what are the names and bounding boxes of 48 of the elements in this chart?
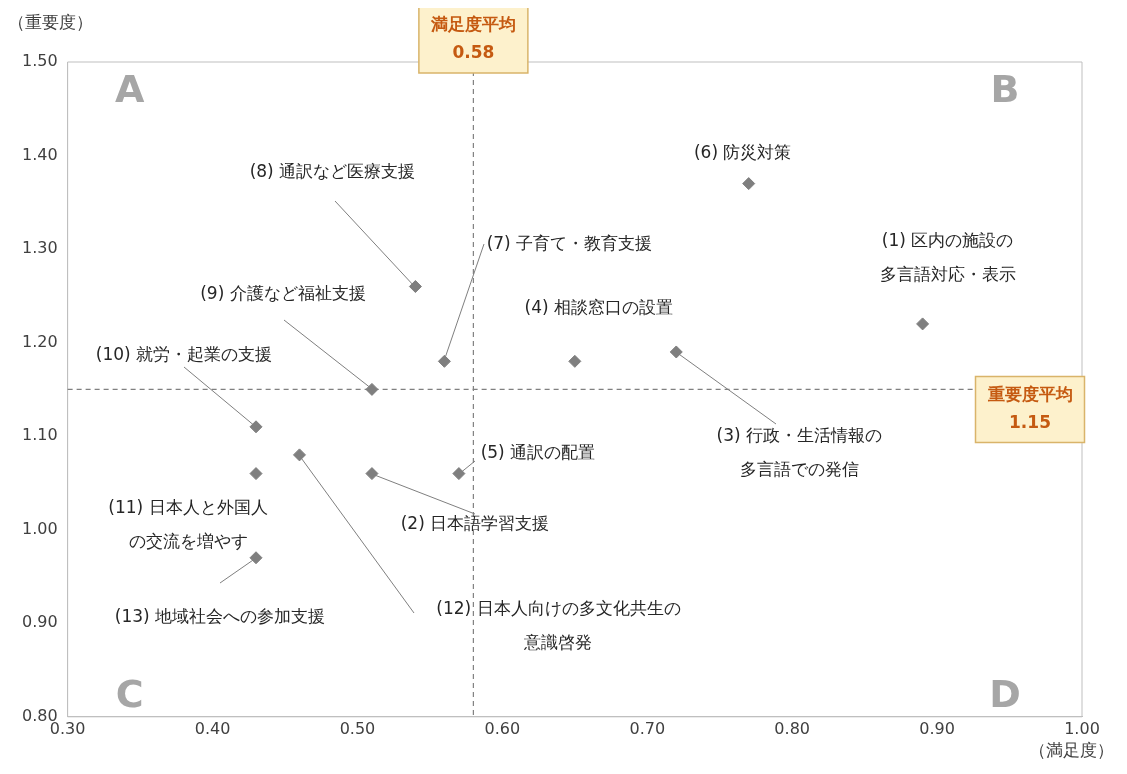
y-tick-label: 1.30 (22, 238, 58, 258)
x-tick-label: 0.40 (194, 718, 231, 738)
annotation: (4) 相談窓口の設置 (524, 296, 674, 317)
annotation: (3) 行政・生活情報の多言語での発信 (716, 425, 882, 480)
point (249, 467, 263, 481)
annotation: (2) 日本語学習支援 (400, 513, 550, 534)
annotation: (5) 通訳の配置 (480, 442, 596, 463)
x-tick-label: 0.50 (339, 718, 376, 738)
annotation: (7) 子育て・教育支援 (486, 232, 653, 253)
y-tick-label: 1.00 (22, 518, 58, 538)
x-tick-label: 0.80 (774, 718, 810, 738)
point (568, 354, 582, 368)
annotation: (13) 地域社会への参加支援 (114, 606, 326, 627)
y-tick-label: 1.50 (22, 51, 58, 71)
y-tick-label: 0.90 (22, 612, 58, 632)
point (292, 448, 306, 462)
x-tick-label: 0.60 (484, 718, 521, 738)
y-axis-title: （重要度） (8, 12, 93, 33)
annotation: (12) 日本人向けの多文化共生の意識啓発 (436, 598, 681, 653)
y-tick-label: 1.10 (22, 425, 58, 445)
point (249, 551, 263, 565)
x-tick-label: 1.00 (1064, 718, 1100, 738)
annotation: (10) 就労・起業の支援 (95, 344, 273, 365)
ref-line-label: 満足度平均 0.58 (429, 14, 516, 63)
point (916, 317, 930, 331)
point (365, 467, 379, 481)
annotation: B (990, 66, 1020, 111)
y-tick-label: 1.20 (22, 331, 58, 351)
annotation: (6) 防災対策 (693, 142, 792, 163)
x-axis-title: （満足度） (1029, 740, 1114, 761)
annotation: (1) 区内の施設の多言語対応・表示 (879, 230, 1016, 285)
y-tick-label: 1.40 (22, 144, 58, 164)
point (452, 467, 466, 481)
annotation: (11) 日本人と外国人の交流を増やす (108, 497, 268, 552)
annotation: D (989, 671, 1021, 716)
point (437, 354, 451, 368)
annotation: C (115, 671, 144, 716)
point (742, 177, 756, 191)
annotation: (9) 介護など福祉支援 (200, 282, 366, 303)
x-tick-label: 0.70 (629, 718, 666, 738)
x-tick-label: 0.90 (919, 718, 955, 738)
ref-line-label: 重要度平均 1.15 (986, 383, 1073, 432)
point (408, 280, 422, 293)
point (365, 382, 379, 396)
point (669, 345, 683, 359)
annotation: (8) 通訳など医療支援 (249, 160, 416, 181)
point (249, 420, 263, 434)
annotation: A (114, 66, 145, 111)
